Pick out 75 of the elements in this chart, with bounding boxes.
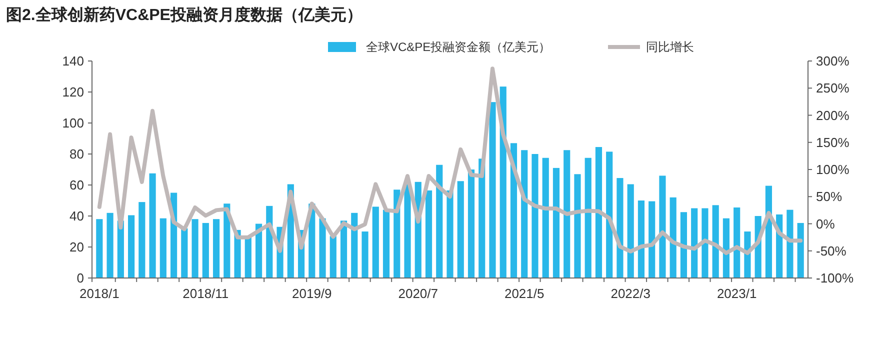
bar: [138, 202, 146, 278]
bar: [96, 219, 103, 278]
bar: [734, 207, 740, 278]
bar: [521, 150, 528, 278]
bar: [212, 219, 220, 278]
y2-tick-label: 250%: [816, 80, 850, 96]
bar: [722, 218, 730, 278]
bar: [542, 158, 549, 278]
x-tick-label: 2018/11: [182, 286, 229, 301]
x-tick-label: 2021/5: [504, 286, 544, 301]
y-tick-label: 120: [62, 84, 84, 100]
bar: [712, 205, 719, 278]
y-tick-label: 140: [62, 54, 84, 69]
y-tick-label: 40: [70, 208, 84, 224]
bar: [797, 222, 804, 278]
y-tick-label: 80: [70, 146, 84, 162]
x-tick-label: 2023/1: [716, 286, 757, 301]
bar: [106, 212, 114, 278]
bar: [436, 164, 443, 278]
bar: [244, 236, 252, 278]
bar: [659, 176, 666, 278]
bar: [446, 190, 454, 278]
y-tick-label: 60: [70, 178, 84, 193]
bar: [425, 190, 432, 278]
bar: [702, 208, 708, 278]
bar: [670, 197, 676, 278]
bar: [362, 232, 368, 278]
y2-tick-label: 50%: [816, 189, 842, 204]
bar: [627, 184, 634, 278]
bar: [181, 228, 188, 278]
bar: [468, 170, 475, 278]
bar: [786, 210, 794, 278]
bar: [351, 212, 358, 278]
bar: [606, 152, 613, 278]
y2-tick-label: 200%: [816, 108, 850, 123]
bar: [648, 201, 656, 278]
x-tick-label: 2018/1: [80, 286, 120, 301]
y2-tick-label: -50%: [816, 243, 847, 258]
bar: [489, 102, 496, 278]
bar: [382, 210, 390, 278]
y2-tick-label: -100%: [816, 270, 854, 286]
bar: [552, 168, 560, 278]
bar: [595, 147, 602, 278]
y-tick-label: 0: [76, 270, 84, 286]
bar: [532, 154, 538, 278]
legend-label: 同比增长: [646, 40, 694, 54]
y-tick-label: 20: [70, 240, 84, 255]
bar: [638, 200, 645, 278]
bar: [404, 184, 411, 278]
bar: [584, 158, 592, 278]
bar: [202, 222, 209, 278]
bar: [616, 178, 624, 278]
bar: [564, 150, 570, 278]
y2-tick-label: 300%: [816, 54, 850, 69]
y-tick-label: 100: [62, 116, 84, 131]
bar: [691, 208, 698, 278]
chart-title: 图2.全球创新药VC&PE投融资月度数据（亿美元）: [6, 5, 362, 24]
x-tick-label: 2022/3: [610, 286, 650, 301]
x-tick-label: 2020/7: [398, 286, 438, 301]
x-tick-label: 2019/9: [292, 286, 332, 301]
bar: [574, 174, 581, 278]
bar: [192, 219, 198, 278]
legend-label: 全球VC&PE投融资金额（亿美元）: [366, 40, 551, 54]
y2-tick-label: 150%: [816, 134, 850, 150]
bar: [372, 206, 379, 278]
bar: [680, 212, 688, 278]
y2-tick-label: 0%: [816, 216, 836, 232]
bar: [128, 215, 135, 278]
y2-tick-label: 100%: [816, 162, 850, 178]
bar: [330, 236, 336, 278]
bar: [319, 218, 326, 278]
bar: [149, 173, 156, 278]
bar: [160, 218, 166, 278]
bar: [457, 181, 464, 278]
line-series: [97, 66, 803, 256]
